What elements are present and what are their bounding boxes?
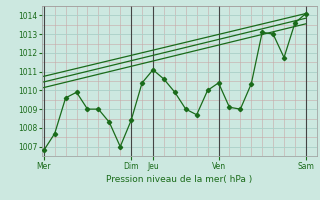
X-axis label: Pression niveau de la mer( hPa ): Pression niveau de la mer( hPa ) [106, 175, 252, 184]
